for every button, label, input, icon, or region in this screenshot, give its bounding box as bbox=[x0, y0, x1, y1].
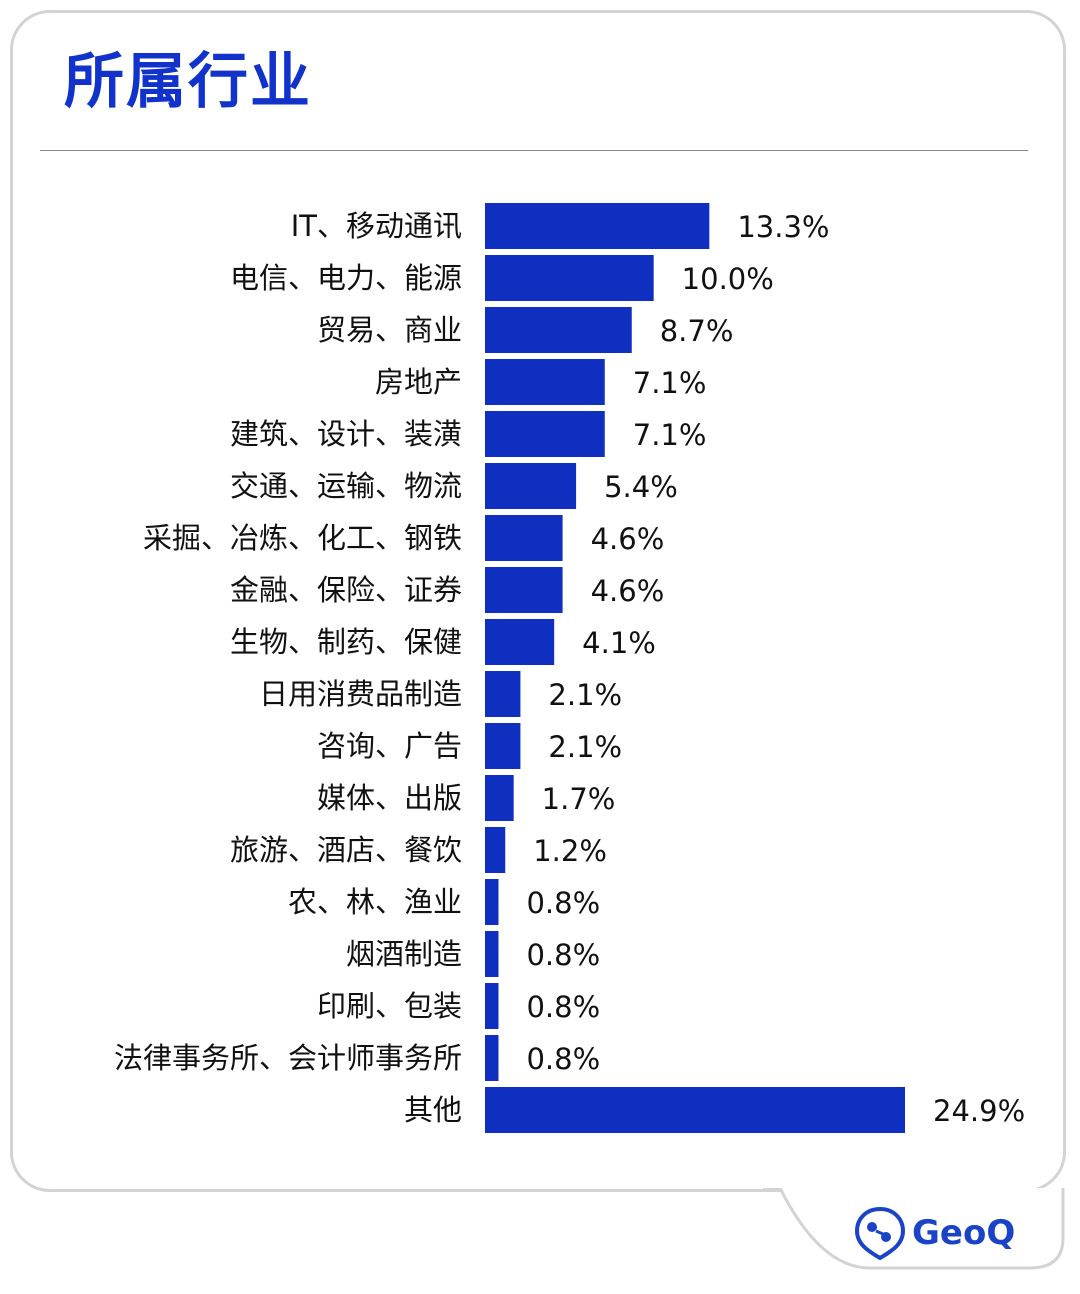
bar bbox=[485, 1035, 499, 1081]
value-label: 5.4% bbox=[604, 470, 678, 504]
category-label: 其他 bbox=[404, 1093, 462, 1127]
category-label: 金融、保险、证券 bbox=[230, 573, 462, 607]
bar bbox=[485, 255, 654, 301]
category-label: 建筑、设计、装潢 bbox=[230, 417, 462, 451]
bar bbox=[485, 359, 605, 405]
value-label: 24.9% bbox=[933, 1094, 1025, 1128]
value-label: 8.7% bbox=[660, 314, 734, 348]
card-tab bbox=[763, 1188, 1065, 1270]
bar bbox=[485, 619, 555, 665]
category-label: 烟酒制造 bbox=[346, 937, 462, 971]
bar-chart: IT、移动通讯 13.3% 电信、电力、能源 10.0% 贸易、商业 8.7% 房地产 7.1… bbox=[114, 203, 1025, 1133]
page-title: 所属行业 bbox=[64, 47, 312, 117]
value-label: 2.1% bbox=[548, 678, 622, 712]
bar bbox=[485, 307, 632, 353]
bar bbox=[485, 775, 514, 821]
geoq-logo-icon bbox=[854, 1206, 906, 1260]
bar bbox=[485, 203, 710, 249]
bar bbox=[485, 931, 499, 977]
category-label: 房地产 bbox=[375, 365, 462, 399]
bar bbox=[485, 567, 563, 613]
bar bbox=[485, 983, 499, 1029]
bar bbox=[485, 1087, 905, 1133]
value-label: 1.2% bbox=[533, 834, 607, 868]
bar bbox=[485, 723, 521, 769]
bar bbox=[485, 879, 499, 925]
value-label: 4.1% bbox=[582, 626, 656, 660]
value-label: 10.0% bbox=[682, 262, 774, 296]
category-label: 贸易、商业 bbox=[317, 313, 462, 347]
value-label: 7.1% bbox=[633, 366, 707, 400]
bar bbox=[485, 411, 605, 457]
bar bbox=[485, 827, 506, 873]
title-divider bbox=[40, 150, 1028, 151]
bar bbox=[485, 515, 563, 561]
category-label: 印刷、包装 bbox=[317, 989, 462, 1023]
category-label: 旅游、酒店、餐饮 bbox=[230, 833, 462, 867]
value-label: 4.6% bbox=[591, 522, 665, 556]
value-label: 4.6% bbox=[591, 574, 665, 608]
geoq-logo: GeoQ bbox=[854, 1206, 1015, 1260]
brand-name: GeoQ bbox=[912, 1213, 1016, 1253]
value-label: 1.7% bbox=[542, 782, 616, 816]
category-label: 生物、制药、保健 bbox=[230, 625, 462, 659]
category-label: 咨询、广告 bbox=[317, 729, 462, 763]
category-label: 电信、电力、能源 bbox=[230, 261, 462, 295]
category-label: 日用消费品制造 bbox=[259, 677, 462, 711]
value-label: 0.8% bbox=[526, 938, 600, 972]
category-label: 交通、运输、物流 bbox=[230, 469, 462, 503]
category-label: 农、林、渔业 bbox=[288, 885, 462, 919]
value-label: 0.8% bbox=[526, 990, 600, 1024]
category-label: 采掘、冶炼、化工、钢铁 bbox=[143, 521, 462, 555]
category-label: IT、移动通讯 bbox=[291, 209, 462, 243]
bar bbox=[485, 463, 577, 509]
value-label: 2.1% bbox=[548, 730, 622, 764]
category-label: 媒体、出版 bbox=[317, 781, 462, 815]
value-label: 0.8% bbox=[526, 886, 600, 920]
category-label: 法律事务所、会计师事务所 bbox=[114, 1041, 462, 1075]
value-label: 0.8% bbox=[526, 1042, 600, 1076]
value-label: 7.1% bbox=[633, 418, 707, 452]
value-label: 13.3% bbox=[737, 210, 829, 244]
bar bbox=[485, 671, 521, 717]
